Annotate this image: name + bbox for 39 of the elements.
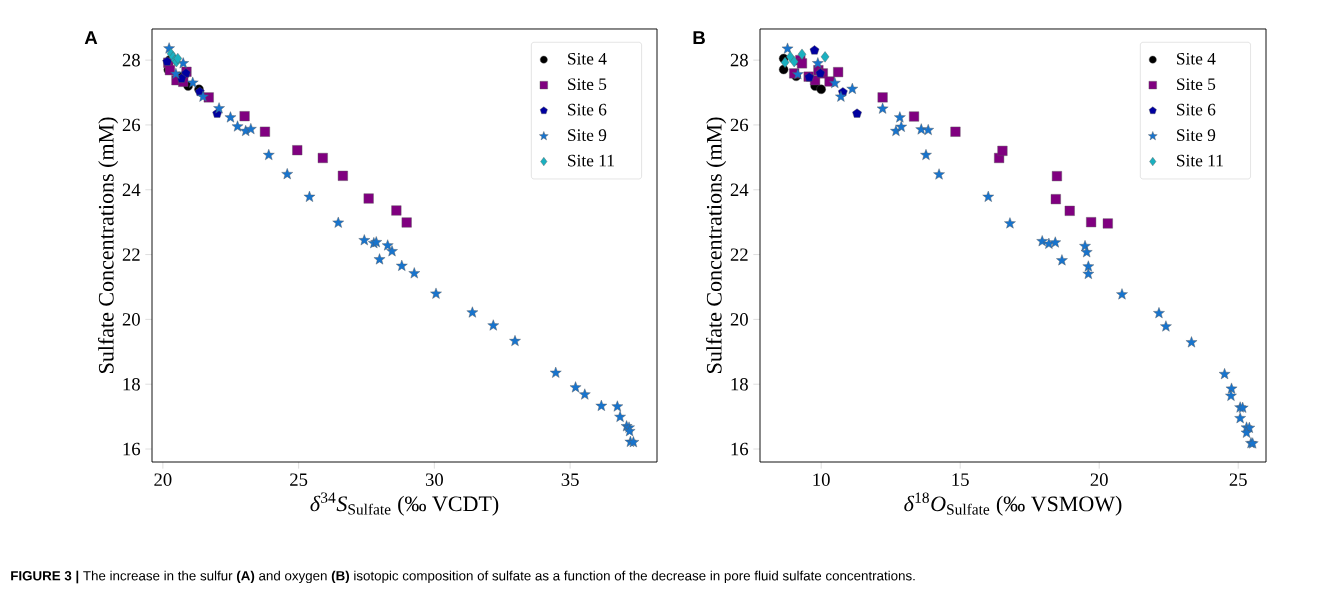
x-tick-label: 20 <box>1090 473 1108 486</box>
x-tick-label: 30 <box>425 473 443 486</box>
y-axis-title: Sulfate Concentrations (mM) <box>705 117 727 373</box>
x-tick-label: 25 <box>1229 473 1247 486</box>
legend-label: Site 5 <box>1177 78 1216 91</box>
legend-label: Site 11 <box>1177 154 1223 167</box>
x-tick-label: 35 <box>561 473 579 486</box>
x-tick-label: 15 <box>952 473 969 486</box>
x-axis-title: δ$^{34}$S$_{Sulfate}$ (‰ VCDT) <box>310 492 499 516</box>
text: FIGURE 3 | The increase in the sulfur (A) and oxygen (B) isotopic composition of sulfate as a function of the decrease in pore fluid sulfate concentrations. <box>11 570 915 584</box>
y-tick-label: 20 <box>730 313 748 326</box>
y-tick-label: 24 <box>122 183 141 196</box>
y-tick-label: 26 <box>730 118 749 132</box>
legend-label: Site 6 <box>1177 103 1216 116</box>
x-tick-label: 10 <box>813 473 830 486</box>
legend-label: Site 9 <box>568 129 607 141</box>
y-tick-label: 16 <box>123 442 141 456</box>
y-tick-label: 22 <box>122 248 140 261</box>
y-tick-label: 16 <box>731 442 749 456</box>
y-tick-label: 28 <box>730 53 748 67</box>
legend-label: Site 6 <box>568 103 607 116</box>
y-tick-label: 20 <box>122 313 140 326</box>
x-tick-label: 20 <box>154 473 172 486</box>
y-tick-label: 18 <box>123 377 140 391</box>
legend-label: Site 4 <box>568 52 607 65</box>
chart-title: A <box>84 31 98 45</box>
x-tick-label: 25 <box>290 473 308 486</box>
y-tick-label: 22 <box>730 248 748 261</box>
x-axis-title: δ$^{18}$O$_{Sulfate}$ (‰ VSMOW) <box>904 492 1122 516</box>
legend-label: Site 4 <box>1177 52 1216 65</box>
y-tick-label: 18 <box>731 377 748 391</box>
legend-label: Site 11 <box>568 154 614 167</box>
y-tick-label: 24 <box>730 183 749 196</box>
legend-label: Site 5 <box>568 78 607 91</box>
chart-title: B <box>693 31 705 45</box>
y-tick-label: 26 <box>122 118 141 132</box>
y-tick-label: 28 <box>122 53 140 67</box>
y-axis-title: Sulfate Concentrations (mM) <box>97 117 119 373</box>
legend-label: Site 9 <box>1177 129 1216 141</box>
